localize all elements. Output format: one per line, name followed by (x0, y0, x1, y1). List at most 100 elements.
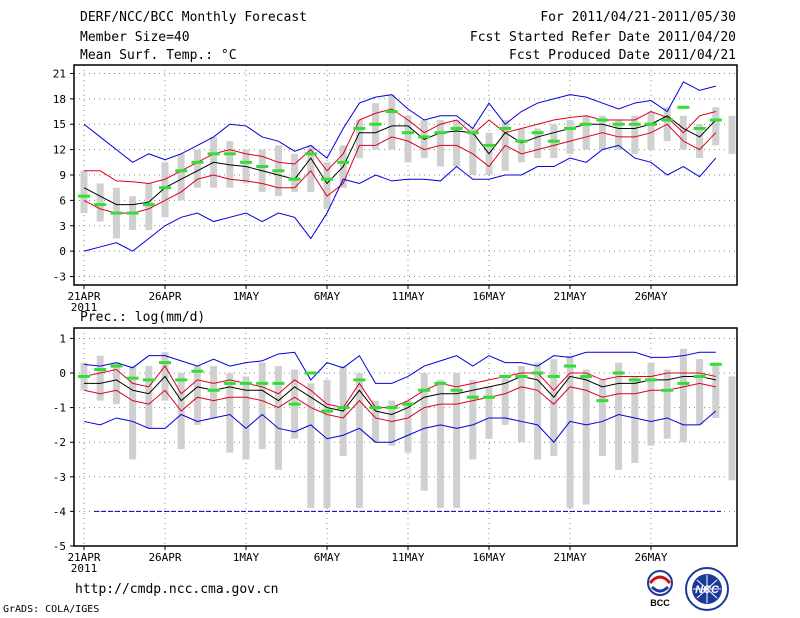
spread-bar (501, 376, 509, 425)
y-tick-label: -4 (53, 505, 67, 518)
ncc-logo: NCC (684, 566, 730, 612)
bcc-logo: BCC (640, 568, 680, 608)
spread-bar (712, 362, 720, 418)
spread-bar (517, 128, 525, 163)
x-tick-label: 11MAY (391, 290, 424, 303)
spread-bar (80, 170, 88, 214)
y-tick-label: 6 (59, 194, 66, 207)
spread-bar (291, 153, 299, 192)
x-tick-label: 21MAY (553, 551, 586, 564)
y-tick-label: 3 (59, 220, 66, 233)
source-url[interactable]: http://cmdp.ncc.cma.gov.cn (75, 582, 279, 597)
spread-bar (307, 383, 315, 508)
x-tick-label: 16MAY (472, 290, 505, 303)
spread-bar (728, 376, 736, 481)
spread-bar (469, 128, 477, 175)
spread-bar (404, 115, 412, 163)
x-tick-label: 26MAY (634, 551, 667, 564)
x-tick-label: 26MAY (634, 290, 667, 303)
spread-bar (193, 149, 201, 188)
spread-bar (615, 120, 623, 150)
series-line-max (83, 81, 716, 163)
precip-variable-label: Prec.: log(mm/d) (80, 310, 206, 325)
spread-bar (145, 183, 153, 230)
series-line-p20 (83, 123, 717, 214)
x-tick-label: 1MAY (233, 290, 260, 303)
spread-bar (485, 386, 493, 439)
spread-bar (534, 128, 542, 159)
series-line-min (83, 144, 717, 252)
spread-bar (631, 115, 639, 154)
y-tick-label: -1 (53, 402, 66, 415)
y-tick-label: 15 (53, 118, 66, 131)
spread-bar (696, 124, 704, 159)
spread-bar (404, 400, 412, 453)
series-line-p20 (83, 382, 716, 422)
spread-bar (193, 366, 201, 425)
spread-bar (663, 369, 671, 439)
spread-bar (388, 400, 396, 446)
spread-bar (420, 372, 428, 491)
y-tick-label: 9 (59, 169, 66, 182)
y-tick-label: 1 (59, 332, 66, 345)
spread-bar (647, 362, 655, 446)
y-tick-label: 12 (53, 144, 66, 157)
spread-bar (129, 366, 137, 460)
spread-bar (355, 120, 363, 159)
x-tick-label: 21MAY (553, 290, 586, 303)
x-tick-label: 26APR (148, 551, 181, 564)
spread-bar (96, 183, 104, 222)
x-tick-label: 1MAY (233, 551, 260, 564)
spread-bar (226, 372, 234, 453)
spread-bar (242, 376, 250, 460)
panel-prec: -5 -4 -3 -2 -1 0 1 21APR 26APR 1MAY 6MAY 11MAY 16MAY… (53, 327, 738, 575)
series-line-min (83, 410, 717, 443)
forecast-period: For 2011/04/21-2011/05/30 (540, 10, 736, 25)
y-tick-label: 0 (59, 245, 66, 258)
x-tick-label: 21APR (67, 290, 100, 303)
spread-bar (550, 359, 558, 457)
y-tick-label: 21 (53, 67, 66, 80)
spread-bar (323, 162, 331, 209)
y-tick-label: 18 (53, 93, 66, 106)
spread-bar (388, 94, 396, 150)
spread-bar (696, 359, 704, 425)
spread-bar (598, 379, 606, 457)
series-line-p80 (84, 108, 716, 184)
spread-bar (582, 115, 590, 150)
grads-credit: GrADS: COLA/IGES (3, 604, 100, 615)
y-tick-label: -5 (53, 540, 66, 553)
x-tick-label: 16MAY (472, 551, 505, 564)
y-tick-label: 0 (59, 367, 66, 380)
x-tick-label: 11MAY (391, 551, 424, 564)
spread-bar (96, 355, 104, 401)
spread-bar (453, 372, 461, 508)
spread-bar (258, 362, 266, 450)
spread-bar (469, 379, 477, 460)
series-line-max (83, 351, 716, 384)
spread-bar (566, 355, 574, 508)
produced-date: Fcst Produced Date 2011/04/21 (509, 48, 736, 63)
y-tick-label: -3 (53, 271, 66, 284)
spread-bar (372, 103, 380, 150)
spread-bar (274, 366, 282, 470)
spread-bar (436, 379, 444, 508)
variable-label: Mean Surf. Temp.: °C (80, 48, 237, 63)
x-tick-label: 26APR (148, 290, 181, 303)
spread-bar (112, 362, 120, 405)
spread-bar (453, 120, 461, 167)
x-year-label: 2011 (71, 562, 98, 575)
x-tick-label: 6MAY (314, 290, 341, 303)
spread-bar (631, 376, 639, 463)
y-tick-label: -3 (53, 471, 66, 484)
spread-bar (615, 362, 623, 470)
series-line-mean (83, 115, 717, 206)
x-year-label: 2011 (71, 301, 98, 314)
series-line-p80 (83, 365, 716, 409)
spread-bar (161, 162, 169, 218)
spread-bar (566, 120, 574, 154)
spread-bar (582, 369, 590, 505)
bcc-logo-text: BCC (650, 598, 670, 608)
ncc-logo-text: NCC (695, 584, 720, 596)
